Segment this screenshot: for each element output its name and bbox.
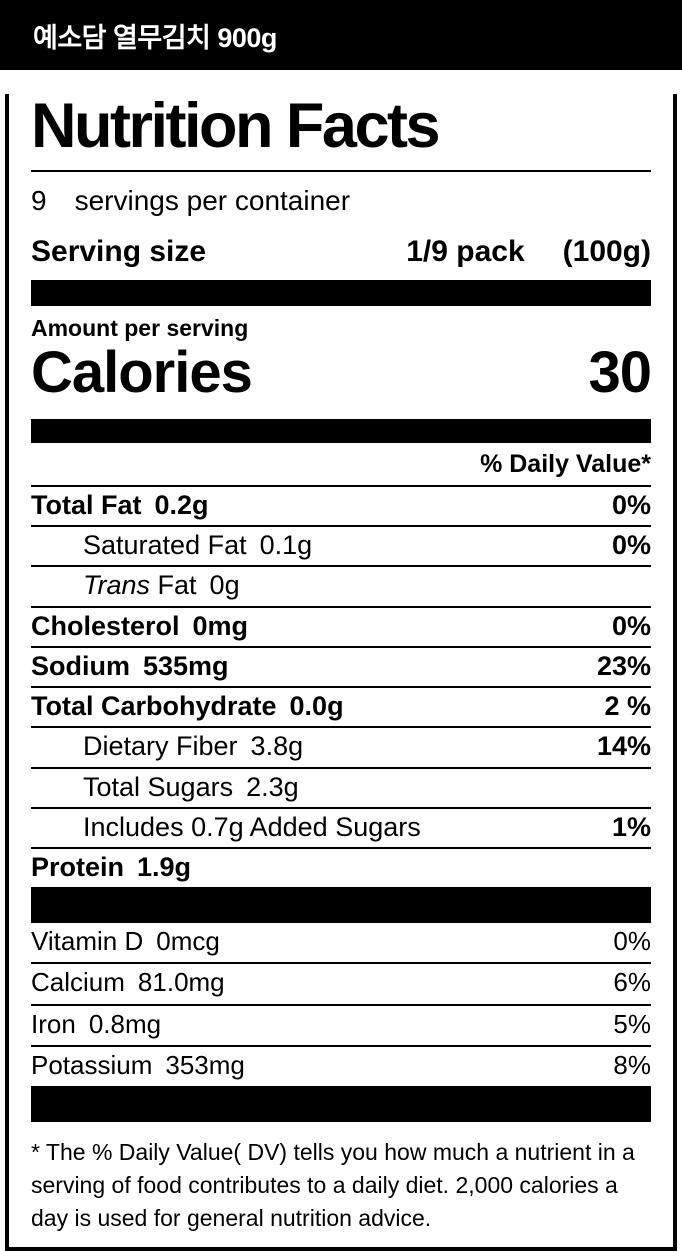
nutrient-row: Trans Fat 0g bbox=[31, 565, 651, 605]
serving-size-weight: (100g) bbox=[562, 234, 651, 268]
nutrient-daily-value: 8% bbox=[613, 1049, 651, 1080]
nutrient-daily-value: 6% bbox=[613, 967, 651, 998]
servings-per-container-row: 9 servings per container bbox=[31, 184, 651, 217]
nutrient-name: Includes 0.7g Added Sugars bbox=[83, 811, 421, 842]
product-title: 예소담 열무김치 900g bbox=[33, 22, 277, 53]
nutrient-name: Trans Fat 0g bbox=[83, 570, 240, 601]
nutrient-amount: 0mcg bbox=[156, 926, 220, 957]
servings-text: servings per container bbox=[74, 184, 351, 216]
daily-value-header: % Daily Value* bbox=[480, 450, 651, 479]
nutrient-name: Total Sugars 2.3g bbox=[83, 771, 299, 802]
nutrient-daily-value: 2 % bbox=[604, 691, 651, 722]
nutrient-row: Cholesterol 0mg 0% bbox=[31, 605, 651, 646]
nutrient-amount: 81.0mg bbox=[137, 967, 225, 998]
nutrient-amount: 0g bbox=[209, 570, 240, 601]
serving-size-value-group: 1/9 pack (100g) bbox=[406, 234, 651, 269]
nutrient-daily-value: 0% bbox=[613, 926, 651, 957]
nutrient-amount: 0.2g bbox=[154, 490, 209, 521]
nutrient-row: Includes 0.7g Added Sugars 1% bbox=[31, 806, 651, 847]
serving-size-row: Serving size 1/9 pack (100g) bbox=[31, 234, 651, 269]
nutrient-row: Vitamin D 0mcg 0% bbox=[31, 923, 651, 962]
nutrient-name: Dietary Fiber 3.8g bbox=[83, 731, 304, 762]
calories-label: Calories bbox=[31, 340, 253, 406]
product-header: 예소담 열무김치 900g bbox=[0, 0, 682, 70]
nutrient-amount: 0.0g bbox=[289, 691, 344, 722]
nutrient-daily-value: 23% bbox=[596, 650, 651, 681]
nutrient-daily-value: 1% bbox=[611, 811, 651, 842]
serving-size-label: Serving size bbox=[31, 234, 207, 268]
calories-value: 30 bbox=[588, 340, 652, 406]
label-title: Nutrition Facts bbox=[31, 91, 441, 161]
nutrient-name: Potassium 353mg bbox=[31, 1049, 245, 1080]
nutrient-name: Sodium 535mg bbox=[31, 650, 229, 681]
serving-size-value: 1/9 pack bbox=[406, 234, 525, 268]
nutrient-amount: 2.3g bbox=[246, 771, 299, 802]
nutrient-name: Calcium 81.0mg bbox=[31, 967, 225, 998]
nutrient-row: Saturated Fat 0.1g 0% bbox=[31, 525, 651, 565]
nutrient-daily-value: 5% bbox=[613, 1008, 651, 1039]
vitamin-rows: Vitamin D 0mcg 0% Calcium 81.0mg 6% Iron 0.… bbox=[31, 923, 651, 1085]
nutrient-row: Total Fat 0.2g 0% bbox=[31, 485, 651, 525]
nutrient-name: Iron 0.8mg bbox=[31, 1008, 162, 1039]
thick-divider bbox=[31, 887, 651, 924]
nutrient-amount: 0.1g bbox=[259, 530, 313, 561]
nutrient-amount: 0.8mg bbox=[88, 1008, 162, 1039]
nutrient-daily-value: 0% bbox=[611, 490, 651, 521]
nutrient-daily-value: 0% bbox=[611, 610, 651, 641]
nutrient-rows: Total Fat 0.2g 0% Saturated Fat 0.1g 0% Tr… bbox=[31, 485, 651, 887]
nutrient-daily-value: 0% bbox=[611, 530, 651, 561]
nutrient-row: Total Carbohydrate 0.0g 2 % bbox=[31, 686, 651, 726]
nutrient-daily-value: 14% bbox=[596, 731, 651, 762]
nutrient-amount: 535mg bbox=[143, 650, 229, 681]
nutrient-amount: 3.8g bbox=[250, 731, 304, 762]
nutrient-row: Calcium 81.0mg 6% bbox=[31, 962, 651, 1003]
servings-count: 9 bbox=[31, 184, 47, 216]
nutrient-row: Protein 1.9g bbox=[31, 847, 651, 887]
nutrient-amount: 1.9g bbox=[137, 852, 192, 883]
nutrient-name: Vitamin D 0mcg bbox=[31, 926, 220, 957]
nutrient-name: Saturated Fat 0.1g bbox=[83, 530, 313, 561]
nutrient-row: Dietary Fiber 3.8g 14% bbox=[31, 726, 651, 766]
nutrient-row: Total Sugars 2.3g bbox=[31, 766, 651, 807]
nutrient-amount: 0mg bbox=[192, 610, 249, 641]
nutrient-name: Total Carbohydrate 0.0g bbox=[31, 691, 344, 722]
title-rule bbox=[31, 169, 651, 172]
nutrient-amount: 353mg bbox=[165, 1049, 245, 1080]
nutrient-row: Sodium 535mg 23% bbox=[31, 645, 651, 686]
nutrient-name: Protein 1.9g bbox=[31, 852, 192, 883]
nutrient-row: Potassium 353mg 8% bbox=[31, 1044, 651, 1086]
thick-divider bbox=[31, 419, 651, 444]
footnote: * The % Daily Value( DV) tells you how m… bbox=[31, 1138, 635, 1231]
thick-divider bbox=[31, 1085, 651, 1122]
calories-row: Calories 30 bbox=[31, 340, 652, 406]
nutrient-row: Iron 0.8mg 5% bbox=[31, 1003, 651, 1045]
nutrition-label: Nutrition Facts 9 servings per container … bbox=[5, 91, 677, 1251]
nutrient-name: Total Fat 0.2g bbox=[31, 490, 209, 521]
nutrient-name: Cholesterol 0mg bbox=[31, 610, 249, 641]
thick-divider bbox=[31, 279, 651, 306]
amount-per-serving-label: Amount per serving bbox=[31, 314, 249, 341]
